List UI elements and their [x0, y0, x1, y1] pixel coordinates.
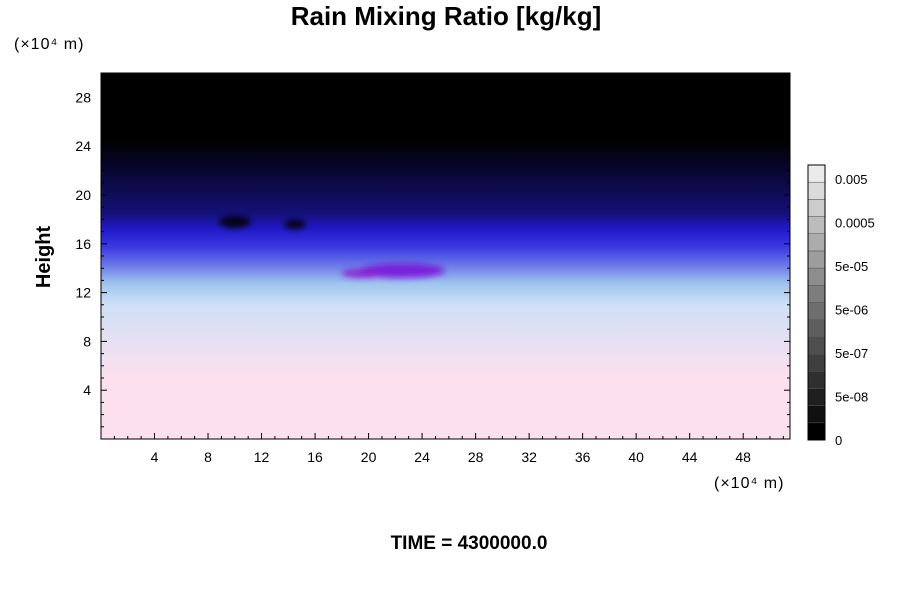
x-tick-label: 16 [307, 449, 323, 465]
colorbar-level [807, 302, 826, 320]
x-tick-label: 32 [521, 449, 537, 465]
heatmap-field [101, 73, 790, 439]
colorbar-level [807, 267, 826, 286]
heatmap-feature-3 [284, 219, 306, 230]
colorbar-label: 5e-06 [835, 303, 868, 318]
colorbar-level [807, 422, 826, 441]
colorbar-level [807, 233, 826, 252]
y-tick-label: 24 [75, 138, 91, 154]
time-label: TIME = 4300000.0 [391, 533, 548, 554]
colorbar-label: 0.0005 [835, 216, 875, 231]
y-axis-label: Height [33, 226, 55, 289]
x-tick-label: 20 [361, 449, 377, 465]
y-tick-label: 8 [83, 333, 91, 349]
x-tick-label: 44 [682, 449, 698, 465]
colorbar-level [807, 181, 826, 200]
colorbar-level [807, 285, 826, 303]
colorbar-level [807, 353, 826, 372]
colorbar-label: 5e-05 [835, 259, 868, 274]
x-tick-label: 28 [468, 449, 484, 465]
colorbar-level [807, 371, 826, 389]
plot-area [100, 72, 791, 440]
colorbar-level [807, 336, 826, 355]
colorbar-label: 0 [835, 433, 842, 448]
x-tick-label: 12 [254, 449, 270, 465]
colorbar-label: 0.005 [835, 172, 868, 187]
colorbar-level [807, 405, 826, 424]
colorbar-frame [807, 164, 826, 441]
x-axis: 4 8 12 16 20 24 28 32 36 40 44 48 [113, 73, 784, 465]
y-axis-unit: (×10⁴ m) [14, 36, 84, 53]
x-axis-unit: (×10⁴ m) [714, 475, 784, 492]
y-tick-label: 20 [75, 187, 91, 203]
x-tick-label: 24 [414, 449, 430, 465]
colorbar-level [807, 199, 826, 217]
colorbar-level [807, 164, 826, 183]
heatmap-feature-1 [341, 268, 382, 278]
x-tick-label: 4 [151, 449, 159, 465]
colorbar-level [807, 319, 826, 338]
colorbar-label: 5e-08 [835, 390, 868, 405]
colorbar-level [807, 388, 826, 406]
y-tick-label: 4 [83, 382, 91, 398]
x-tick-label: 8 [204, 449, 212, 465]
x-tick-label: 48 [735, 449, 751, 465]
x-tick-label: 36 [575, 449, 591, 465]
colorbar-level [807, 250, 826, 269]
y-axis: 4 8 12 16 20 24 28 [75, 84, 790, 428]
chart-title: Rain Mixing Ratio [kg/kg] [291, 1, 602, 31]
heatmap-feature-2 [218, 215, 251, 228]
x-tick-label: 40 [628, 449, 644, 465]
colorbar-level [807, 216, 826, 234]
y-tick-label: 16 [75, 236, 91, 252]
y-tick-label: 28 [75, 89, 91, 105]
colorbar-label: 5e-07 [835, 346, 868, 361]
y-tick-label: 12 [75, 285, 91, 301]
colorbar: 0 5e-08 5e-07 5e-06 5e-05 0.0005 0.005 [807, 164, 875, 448]
